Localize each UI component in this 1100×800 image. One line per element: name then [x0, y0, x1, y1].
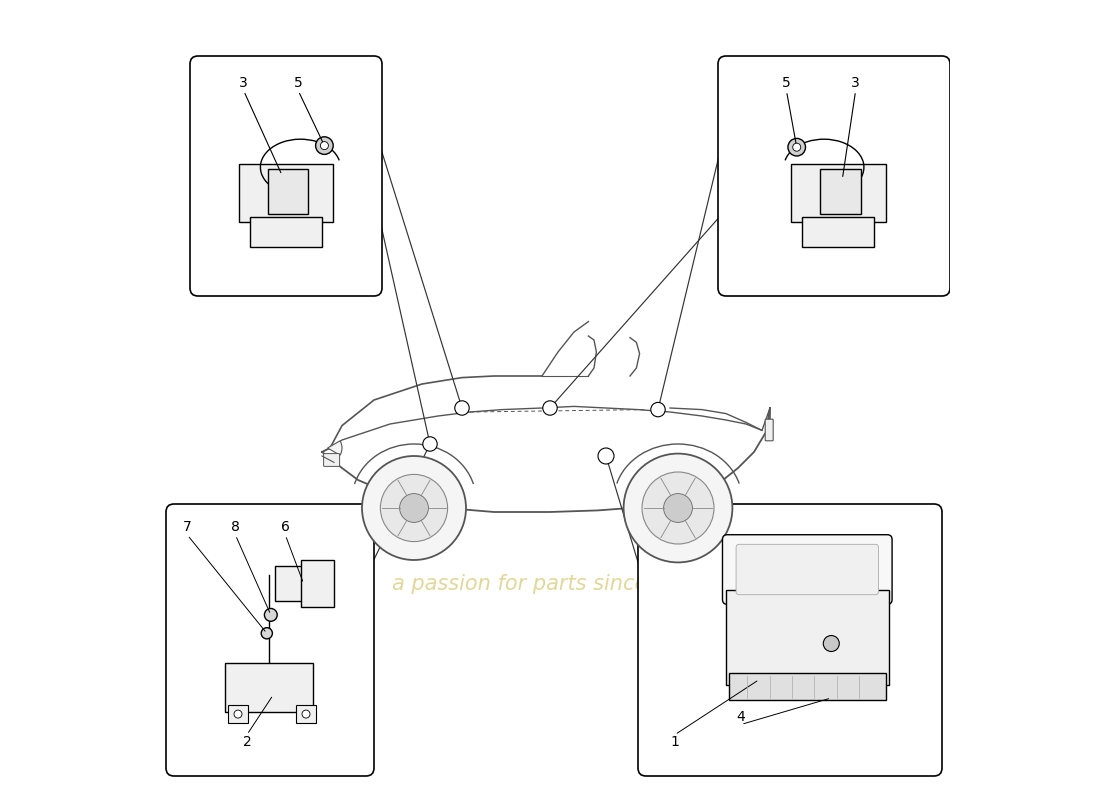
FancyBboxPatch shape	[275, 566, 311, 602]
FancyBboxPatch shape	[766, 419, 773, 441]
Circle shape	[302, 710, 310, 718]
Circle shape	[598, 448, 614, 464]
FancyBboxPatch shape	[226, 663, 314, 713]
FancyBboxPatch shape	[638, 504, 942, 776]
FancyBboxPatch shape	[729, 673, 886, 700]
Text: 3: 3	[240, 76, 249, 90]
FancyBboxPatch shape	[250, 217, 322, 247]
FancyBboxPatch shape	[718, 56, 950, 296]
Circle shape	[663, 494, 692, 522]
Wedge shape	[328, 441, 342, 455]
Text: a passion for parts since 1982: a passion for parts since 1982	[393, 574, 707, 594]
Text: 5: 5	[294, 76, 302, 90]
FancyBboxPatch shape	[736, 544, 879, 594]
Circle shape	[651, 402, 666, 417]
Text: 1: 1	[670, 735, 679, 750]
FancyBboxPatch shape	[726, 590, 889, 685]
Circle shape	[642, 472, 714, 544]
FancyBboxPatch shape	[228, 706, 249, 723]
Circle shape	[542, 401, 558, 415]
Text: 5: 5	[782, 76, 791, 90]
Circle shape	[454, 401, 470, 415]
Circle shape	[264, 609, 277, 622]
Circle shape	[234, 710, 242, 718]
Text: 6: 6	[280, 520, 289, 534]
Text: 2: 2	[243, 735, 251, 750]
Circle shape	[320, 142, 329, 150]
FancyBboxPatch shape	[267, 169, 308, 214]
Circle shape	[362, 456, 466, 560]
Circle shape	[261, 628, 273, 639]
Circle shape	[422, 437, 437, 451]
FancyBboxPatch shape	[802, 217, 874, 247]
FancyBboxPatch shape	[166, 504, 374, 776]
FancyBboxPatch shape	[820, 169, 860, 214]
FancyBboxPatch shape	[723, 534, 892, 604]
Text: 8: 8	[231, 520, 240, 534]
Circle shape	[399, 494, 428, 522]
Text: 7: 7	[183, 520, 191, 534]
Text: 4: 4	[737, 710, 746, 724]
Circle shape	[624, 454, 733, 562]
Circle shape	[316, 137, 333, 154]
Text: 3: 3	[851, 76, 860, 90]
Circle shape	[793, 143, 801, 151]
FancyBboxPatch shape	[323, 454, 340, 466]
FancyBboxPatch shape	[301, 561, 334, 607]
FancyBboxPatch shape	[296, 706, 317, 723]
FancyBboxPatch shape	[239, 164, 333, 222]
Circle shape	[381, 474, 448, 542]
Circle shape	[823, 635, 839, 651]
FancyBboxPatch shape	[190, 56, 382, 296]
FancyBboxPatch shape	[791, 164, 886, 222]
Circle shape	[788, 138, 805, 156]
